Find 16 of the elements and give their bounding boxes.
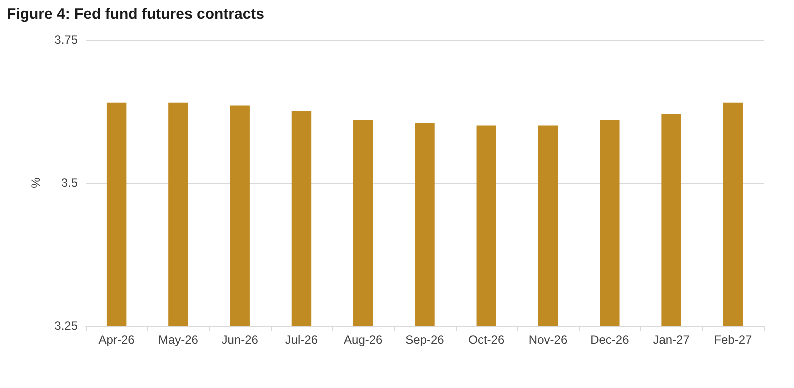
x-tick-label: Aug-26 [344, 333, 384, 347]
y-tick-label: 3.5 [61, 176, 78, 190]
y-tick-label: 3.25 [54, 319, 78, 333]
x-tick-label: Apr-26 [98, 333, 136, 347]
x-tick-label: Feb-27 [714, 333, 753, 347]
x-tick-label: Oct-26 [468, 333, 505, 347]
x-tick-label: Jul-26 [285, 333, 318, 347]
y-tick-label: 3.75 [54, 33, 78, 47]
x-tick-label: Nov-26 [528, 333, 568, 347]
x-tick-label: Jun-26 [222, 333, 259, 347]
x-tick-label: May-26 [158, 333, 199, 347]
y-axis-title: % [29, 177, 43, 188]
x-tick-label: Sep-26 [406, 333, 445, 347]
chart-title: Figure 4: Fed fund futures contracts [7, 6, 265, 23]
x-tick-label: Dec-26 [590, 333, 630, 347]
x-tick-label: Jan-27 [653, 333, 690, 347]
